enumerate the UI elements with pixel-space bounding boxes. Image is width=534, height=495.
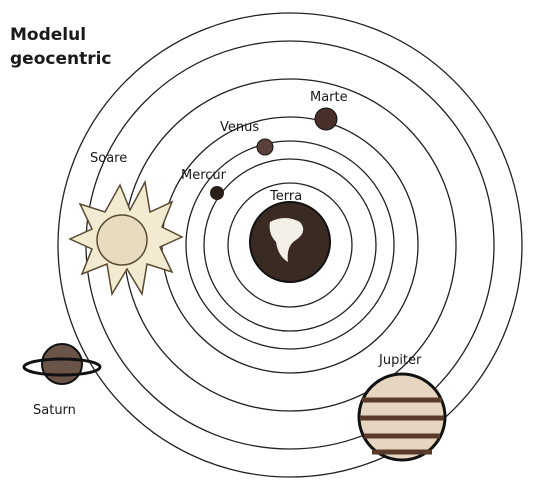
node-label: Jupiter — [378, 353, 422, 368]
node-label: Venus — [220, 120, 259, 135]
node-label: Saturn — [33, 403, 76, 418]
node-label: Soare — [90, 151, 127, 166]
node-label: Marte — [310, 90, 348, 105]
venus-planet — [257, 139, 273, 155]
page: Modelul geocentric Marte Venus Soare Mer… — [0, 0, 534, 495]
diagram: Modelul geocentric Marte Venus Soare Mer… — [0, 0, 534, 495]
node-label: Terra — [269, 189, 302, 204]
title-line: Modelul — [10, 25, 86, 45]
jupiter-planet — [359, 374, 445, 460]
marte-planet — [315, 108, 337, 130]
saturn-planet — [24, 344, 100, 384]
mercur-planet — [210, 186, 224, 200]
title-line: geocentric — [10, 49, 112, 69]
terra-planet — [250, 202, 330, 282]
soare-planet — [70, 182, 182, 294]
node-label: Mercur — [181, 168, 227, 183]
